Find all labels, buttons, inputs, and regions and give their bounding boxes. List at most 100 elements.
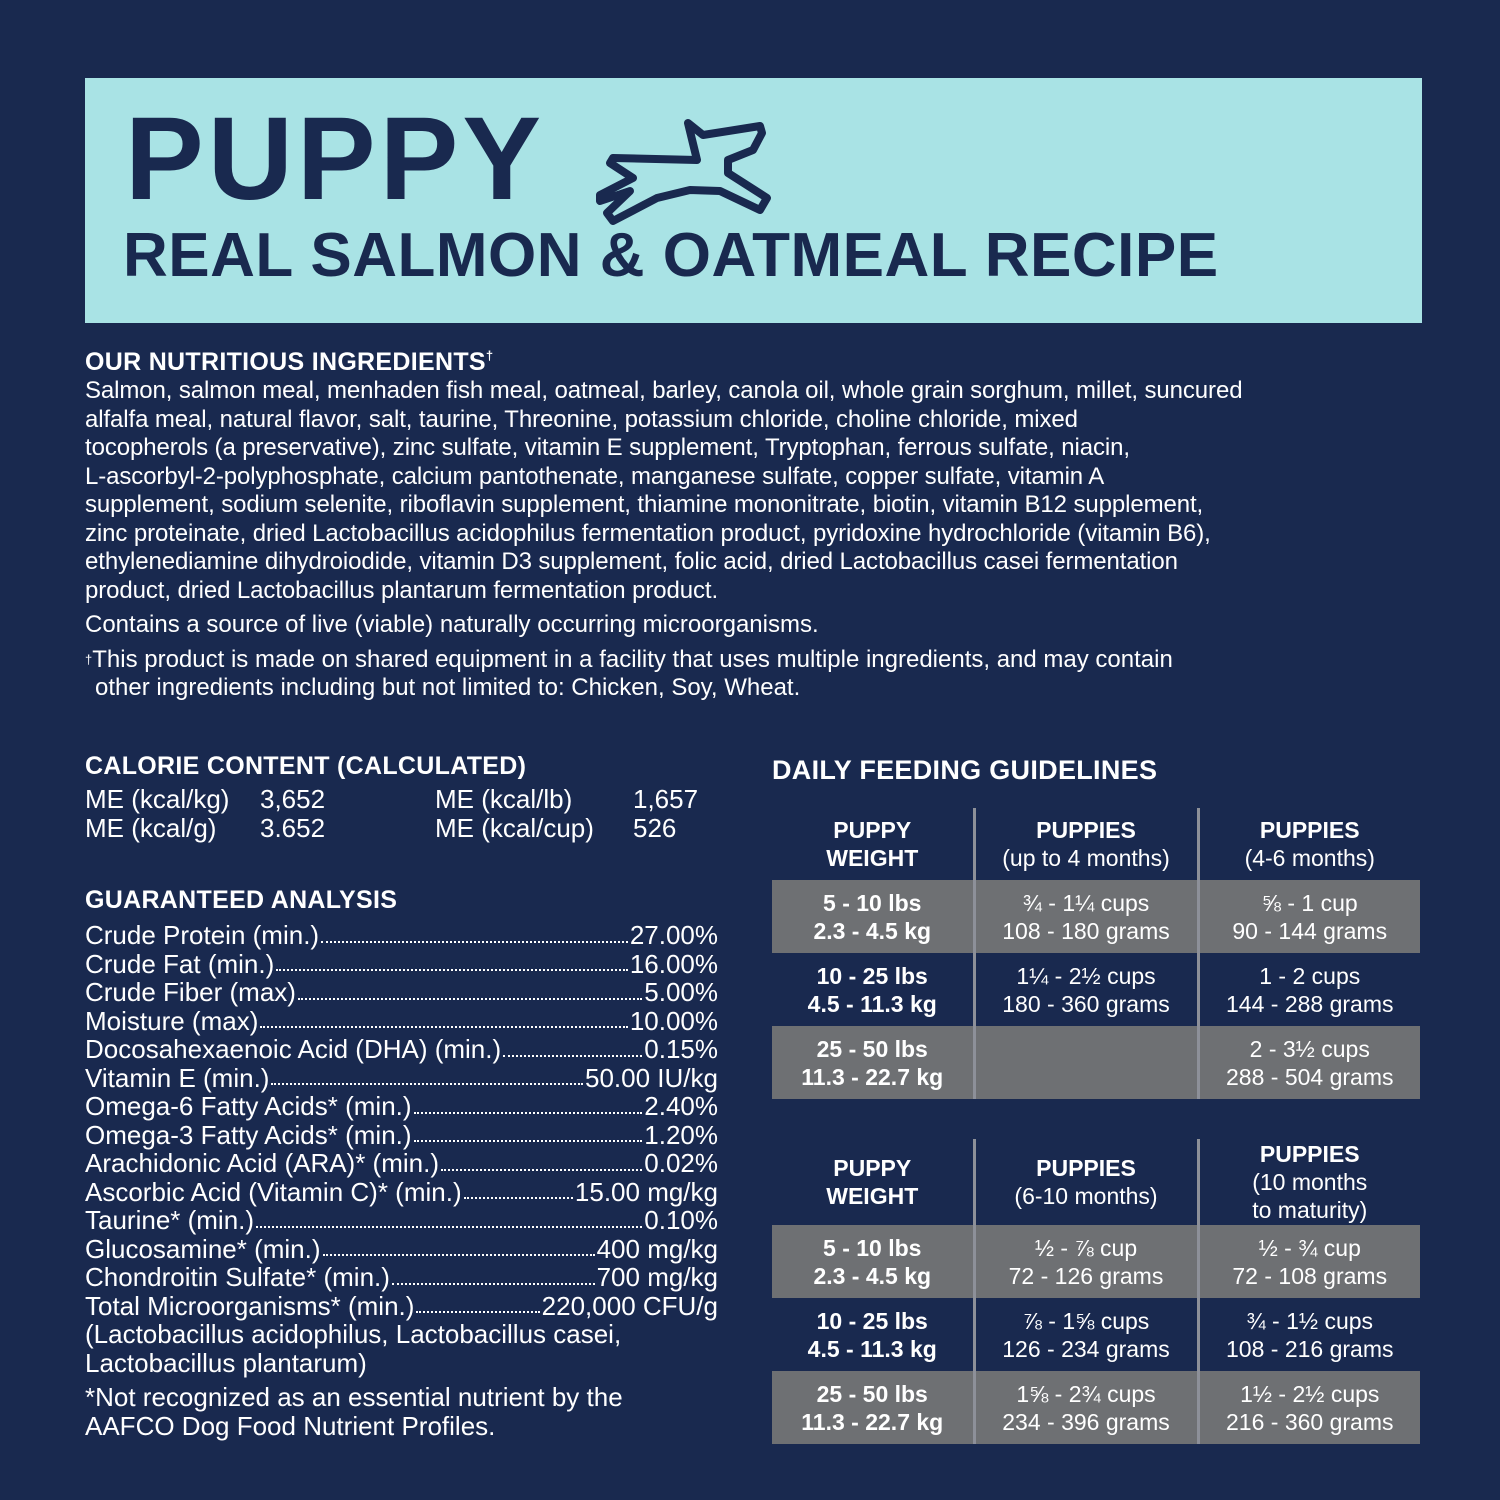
table-cell: ½ - ⅞ cup 72 - 126 grams — [972, 1225, 1198, 1298]
analysis-value: 27.00% — [629, 920, 718, 950]
dot-leader — [391, 1263, 595, 1285]
column-header: PUPPY WEIGHT — [826, 1155, 919, 1209]
calorie-content-section: CALORIE CONTENT (CALCULATED) ME (kcal/kg… — [85, 752, 725, 843]
feeding-table-2: PUPPY WEIGHT PUPPIES (6-10 months) PUPPIES (1… — [772, 1139, 1420, 1444]
analysis-value: 10.00% — [629, 1005, 718, 1036]
calorie-value: 526 — [633, 813, 677, 843]
analysis-row: Omega-3 Fatty Acids* (min.) 1.20% — [85, 1119, 718, 1150]
table-cell: 10 - 25 lbs 4.5 - 11.3 kg — [807, 1307, 937, 1362]
analysis-value: 16.00% — [629, 948, 718, 979]
analysis-row: Omega-6 Fatty Acids* (min.) 2.40% — [85, 1092, 718, 1121]
analysis-row: Arachidonic Acid (ARA)* (min.) 0.02% — [85, 1149, 718, 1178]
analysis-row: Moisture (max) 10.00% — [85, 1005, 718, 1036]
dot-leader — [413, 1121, 643, 1142]
analysis-label: Taurine* (min.) — [85, 1205, 255, 1235]
table-cell: 1⅝ - 2¾ cups 234 - 396 grams — [972, 1371, 1198, 1444]
dot-leader — [416, 1292, 540, 1313]
column-header: PUPPIES (10 months to maturity) — [1196, 1139, 1420, 1225]
analysis-label: Glucosamine* (min.) — [85, 1233, 321, 1264]
allergen-footnote: †This product is made on shared equipmen… — [85, 645, 1173, 702]
table-row: 10 - 25 lbs 4.5 - 11.3 kg ⅞ - 1⅝ cups 126 -… — [772, 1298, 1420, 1371]
ingredients-list: Salmon, salmon meal, menhaden fish meal,… — [85, 377, 1425, 605]
product-subtitle: REAL SALMON & OATMEAL RECIPE — [123, 221, 1219, 290]
analysis-label: Arachidonic Acid (ARA)* (min.) — [85, 1148, 439, 1178]
analysis-row: Ascorbic Acid (Vitamin C)* (min.) 15.00 m… — [85, 1176, 718, 1207]
column-header: PUPPIES (4-6 months) — [1196, 808, 1420, 880]
ingredients-line: Salmon, salmon meal, menhaden fish meal,… — [85, 377, 1243, 404]
dot-leader — [503, 1035, 643, 1057]
dot-leader — [441, 1149, 643, 1171]
microorganism-list: Lactobacillus plantarum) — [85, 1347, 367, 1378]
column-header: PUPPIES (6-10 months) — [972, 1139, 1198, 1225]
analysis-label: Crude Fat (min.) — [85, 948, 275, 979]
calorie-label: ME (kcal/g) — [85, 813, 217, 843]
table-cell: ¾ - 1¼ cups 108 - 180 grams — [972, 880, 1198, 953]
guaranteed-analysis-section: GUARANTEED ANALYSIS Crude Protein (min.)… — [85, 886, 718, 1440]
dot-leader — [321, 921, 628, 943]
analysis-label: Omega-3 Fatty Acids* (min.) — [85, 1119, 412, 1150]
table-cell: ⅞ - 1⅝ cups 126 - 234 grams — [972, 1298, 1198, 1371]
calorie-label: ME (kcal/cup) — [435, 813, 594, 843]
table-row: 25 - 50 lbs 11.3 - 22.7 kg 1⅝ - 2¾ cups 234… — [772, 1371, 1420, 1444]
microorganisms-statement: Contains a source of live (viable) natur… — [85, 611, 819, 638]
analysis-value: 15.00 mg/kg — [574, 1176, 718, 1207]
table-header-row: PUPPY WEIGHT PUPPIES (up to 4 months) PUPPIE… — [772, 808, 1420, 880]
analysis-row: Taurine* (min.) 0.10% — [85, 1206, 718, 1235]
dot-leader — [271, 1064, 584, 1085]
analysis-row: Crude Fat (min.) 16.00% — [85, 948, 718, 979]
ingredients-line: alfalfa meal, natural flavor, salt, taur… — [85, 405, 1078, 433]
table-cell — [972, 1026, 1198, 1099]
analysis-label: Total Microorganisms* (min.) — [85, 1290, 415, 1321]
analysis-value: 5.00% — [644, 977, 718, 1007]
table-cell: 5 - 10 lbs 2.3 - 4.5 kg — [772, 1225, 974, 1298]
ingredients-section: OUR NUTRITIOUS INGREDIENTS† Salmon, salm… — [85, 348, 1425, 703]
table-cell: 25 - 50 lbs 11.3 - 22.7 kg — [772, 1371, 974, 1444]
analysis-row: Chondroitin Sulfate* (min.) 700 mg/kg — [85, 1263, 718, 1292]
analysis-label: Chondroitin Sulfate* (min.) — [85, 1262, 390, 1292]
table-cell: 1½ - 2½ cups 216 - 360 grams — [1196, 1371, 1420, 1444]
ingredients-line: ethylenediamine dihydroiodide, vitamin D… — [85, 548, 1178, 575]
dot-leader — [276, 950, 628, 971]
analysis-row: Docosahexaenoic Acid (DHA) (min.) 0.15% — [85, 1035, 718, 1064]
analysis-label: Moisture (max) — [85, 1005, 259, 1036]
table-cell: ½ - ¾ cup 72 - 108 grams — [1196, 1225, 1420, 1298]
dot-leader — [322, 1235, 595, 1256]
analysis-label: Omega-6 Fatty Acids* (min.) — [85, 1091, 412, 1121]
feeding-table-1: PUPPY WEIGHT PUPPIES (up to 4 months) PUPPIE… — [772, 808, 1420, 1099]
calorie-label: ME (kcal/kg) — [85, 784, 230, 814]
analysis-row: Crude Fiber (max) 5.00% — [85, 978, 718, 1007]
analysis-row: Crude Protein (min.) 27.00% — [85, 921, 718, 950]
aafco-note: *Not recognized as an essential nutrient… — [85, 1382, 623, 1441]
analysis-label: Crude Fiber (max) — [85, 977, 296, 1007]
analysis-heading: GUARANTEED ANALYSIS — [85, 886, 398, 914]
analysis-value: 220,000 CFU/g — [541, 1290, 718, 1321]
table-cell: 2 - 3½ cups 288 - 504 grams — [1196, 1026, 1420, 1099]
calorie-value: 3.652 — [260, 813, 326, 843]
analysis-row: Total Microorganisms* (min.) 220,000 CFU/… — [85, 1290, 718, 1321]
table-cell: ⅝ - 1 cup 90 - 144 grams — [1196, 880, 1420, 953]
calorie-heading: CALORIE CONTENT (CALCULATED) — [85, 752, 527, 780]
dot-leader — [297, 978, 643, 1000]
title-banner: PUPPY REAL SALMON & OATMEAL RECIPE — [85, 78, 1422, 323]
calorie-label: ME (kcal/lb) — [435, 784, 573, 814]
analysis-value: 0.10% — [644, 1205, 718, 1235]
calorie-value: 3,652 — [260, 784, 326, 814]
analysis-value: 50.00 IU/kg — [585, 1062, 718, 1093]
analysis-row: Vitamin E (min.) 50.00 IU/kg — [85, 1062, 718, 1093]
product-title: PUPPY — [125, 93, 546, 225]
table-row: 25 - 50 lbs 11.3 - 22.7 kg 2 - 3½ cups 288 … — [772, 1026, 1420, 1099]
ingredients-line: supplement, sodium selenite, riboflavin … — [85, 491, 1204, 518]
table-row: 5 - 10 lbs 2.3 - 4.5 kg ½ - ⅞ cup 72 - 126 … — [772, 1225, 1420, 1298]
feeding-guidelines-section: DAILY FEEDING GUIDELINES PUPPY WEIGHT PUPP… — [772, 755, 1420, 1444]
table-cell: 1¼ - 2½ cups 180 - 360 grams — [972, 953, 1198, 1026]
analysis-label: Crude Protein (min.) — [85, 920, 320, 950]
table-cell: ¾ - 1½ cups 108 - 216 grams — [1196, 1298, 1420, 1371]
analysis-row: Glucosamine* (min.) 400 mg/kg — [85, 1233, 718, 1264]
analysis-value: 1.20% — [644, 1119, 718, 1150]
table-cell: 25 - 50 lbs 11.3 - 22.7 kg — [772, 1026, 974, 1099]
analysis-value: 400 mg/kg — [596, 1233, 718, 1264]
ingredients-line: zinc proteinate, dried Lactobacillus aci… — [85, 519, 1211, 547]
table-row: 10 - 25 lbs 4.5 - 11.3 kg 1¼ - 2½ cups 180 … — [772, 953, 1420, 1026]
table-cell: 10 - 25 lbs 4.5 - 11.3 kg — [807, 962, 937, 1017]
ingredients-line: tocopherols (a preservative), zinc sulfa… — [85, 434, 1130, 461]
